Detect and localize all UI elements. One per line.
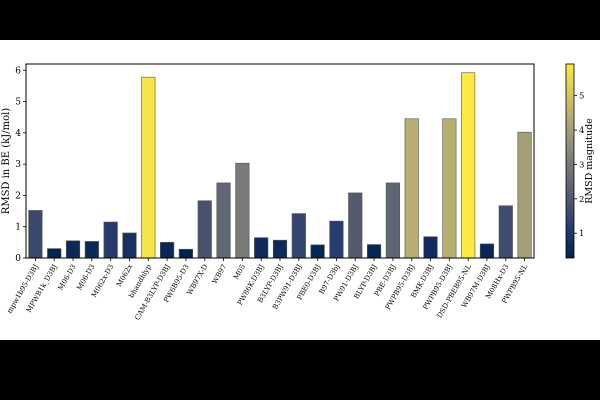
bar bbox=[197, 200, 212, 259]
bar bbox=[385, 182, 400, 259]
x-tick-label: WB97 bbox=[211, 263, 229, 285]
bar bbox=[366, 244, 382, 259]
colorbar-tick-label: 1 bbox=[579, 229, 584, 239]
bar bbox=[329, 220, 344, 259]
bar bbox=[404, 118, 419, 259]
y-tick-label: 3 bbox=[15, 160, 21, 170]
y-axis: 0 1 2 3 4 5 6 bbox=[15, 66, 26, 264]
x-tick-label: M05 bbox=[232, 263, 247, 281]
bar bbox=[122, 232, 137, 259]
bar bbox=[103, 221, 118, 259]
colorbar-tick-label: 5 bbox=[579, 92, 584, 102]
bar bbox=[517, 131, 532, 259]
bars-group bbox=[28, 72, 532, 259]
y-tick-label: 4 bbox=[15, 129, 21, 139]
bar bbox=[84, 241, 99, 259]
colorbar-ticks: 1 2 3 4 5 bbox=[574, 92, 584, 239]
y-tick-label: 6 bbox=[15, 66, 21, 76]
colorbar-scale bbox=[565, 63, 575, 259]
bar bbox=[272, 239, 288, 259]
bar bbox=[423, 236, 438, 259]
bar bbox=[160, 242, 175, 259]
x-tick-label: M062x bbox=[115, 263, 134, 288]
y-tick-label: 5 bbox=[15, 98, 21, 108]
bar-chart: 0 1 2 3 4 5 6 mpw1b95-D3BJMPWB1k_D3BJM06-D3M06… bbox=[1, 63, 595, 322]
bar bbox=[291, 213, 306, 259]
bar bbox=[65, 240, 81, 259]
colorbar-tick-label: 4 bbox=[579, 126, 584, 136]
colorbar: 1 2 3 4 5 RMSD magnitude bbox=[565, 63, 595, 259]
plot-frame bbox=[25, 63, 535, 259]
bar bbox=[235, 162, 250, 259]
bar bbox=[141, 76, 156, 259]
y-tick-label: 1 bbox=[15, 223, 21, 233]
y-axis-label: RMSD in BE (kJ/mol) bbox=[1, 108, 12, 215]
colorbar-tick-label: 3 bbox=[579, 160, 584, 170]
bar bbox=[28, 210, 43, 259]
chart-figure: 0 1 2 3 4 5 6 mpw1b95-D3BJ MPWB1k_D3BJ M06-D3 M06… bbox=[0, 40, 600, 340]
x-axis: mpw1b95-D3BJMPWB1k_D3BJM06-D3M06-D3M062x… bbox=[6, 258, 529, 322]
colorbar-tick-label: 2 bbox=[579, 195, 584, 205]
colorbar-label: RMSD magnitude bbox=[584, 118, 595, 204]
bar bbox=[254, 237, 269, 259]
bar bbox=[442, 118, 457, 259]
bar bbox=[216, 182, 231, 259]
bar bbox=[348, 192, 363, 259]
bar bbox=[178, 248, 193, 259]
bar bbox=[47, 248, 62, 259]
bar bbox=[310, 244, 325, 259]
bar bbox=[498, 205, 513, 259]
y-tick-label: 2 bbox=[15, 191, 21, 201]
bar bbox=[479, 243, 495, 259]
y-tick-label: 0 bbox=[15, 254, 21, 264]
bar bbox=[461, 72, 476, 259]
